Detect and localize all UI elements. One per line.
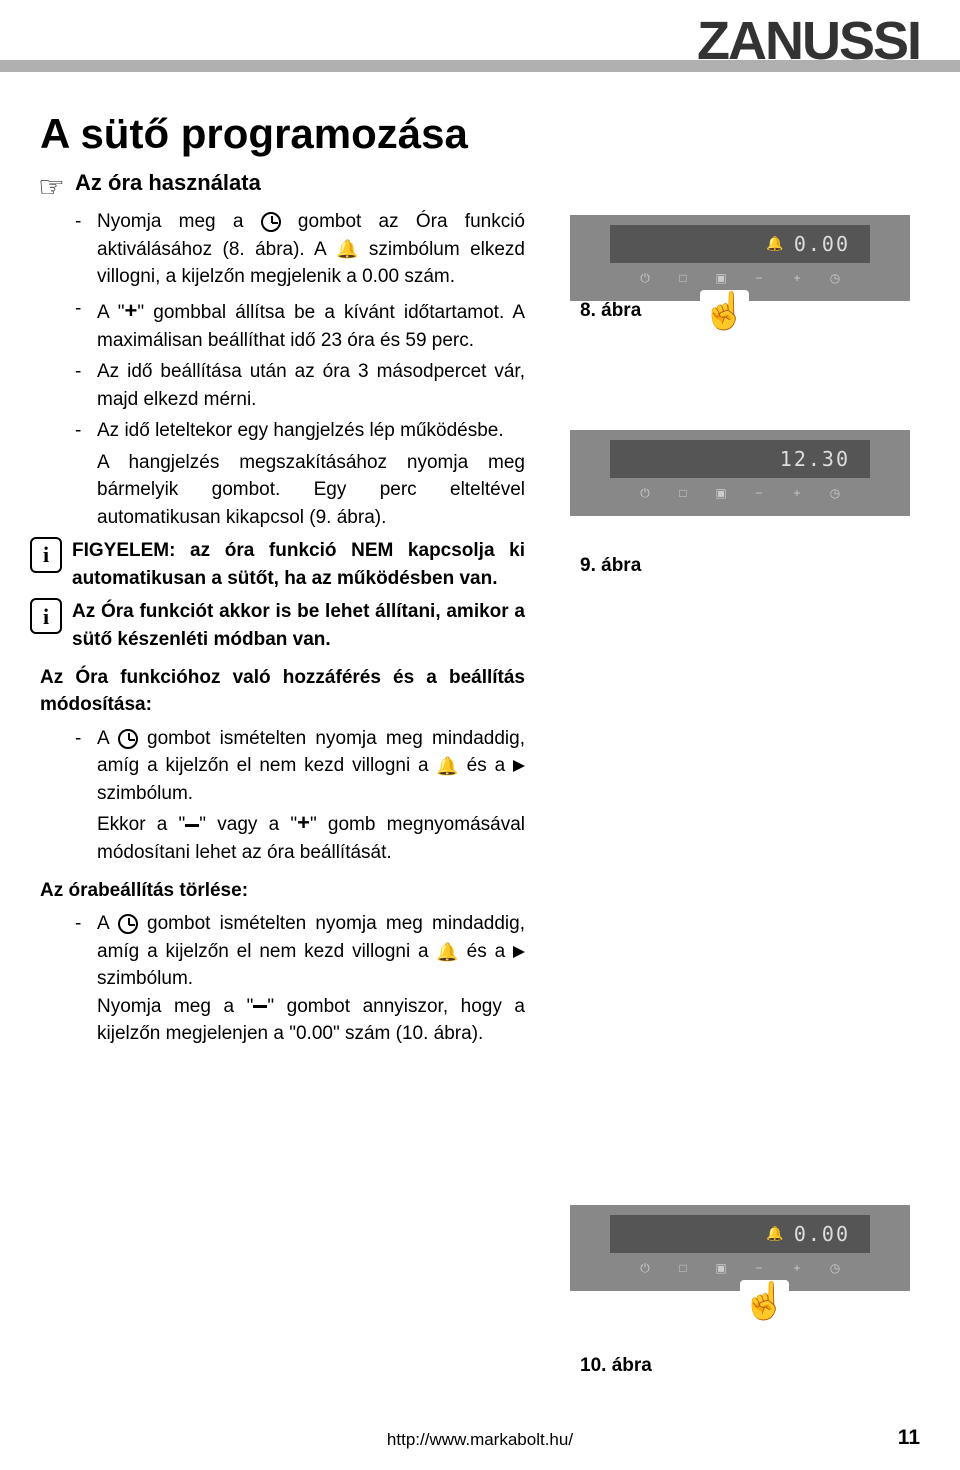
figure-caption-10: 10. ábra [580,1355,652,1377]
panel-buttons: ⏻ □ ▣ − + ◷ [570,1261,910,1275]
bell-icon: 🔔 [436,753,458,779]
panel-btn-clock: ◷ [828,1261,842,1275]
text: és a [459,941,513,962]
minus-icon [185,824,199,827]
text: Nyomja meg a " [97,996,253,1017]
pointing-finger-icon: ☝ [740,1280,789,1322]
panel-btn-minus: − [752,1261,766,1275]
bell-small-icon: 🔔 [766,1226,785,1242]
text: szimbólum. [97,968,193,989]
clock-icon [118,914,138,934]
text: A " [97,302,125,323]
panel-btn-minus: − [752,486,766,500]
page-number: 11 [898,1426,920,1450]
panel-btn-power: ⏻ [638,1261,652,1275]
display-panel-8: 🔔 0.00 ⏻ □ ▣ − + ◷ [570,215,910,301]
pointing-finger-icon: ☝ [700,290,749,332]
panel-btn-stop: □ [676,1261,690,1275]
text: Az idő leteltekor egy hangjelzés lép műk… [97,417,504,445]
plus-icon: + [297,810,310,835]
text: A [97,728,118,749]
bell-icon: 🔔 [336,236,358,262]
body-text: - Nyomja meg a gombot az Óra funkció akt… [75,208,525,1048]
warning-text: FIGYELEM: az óra funkció NEM kapcsolja k… [72,537,525,592]
play-icon [513,946,525,958]
figure-caption-8: 8. ábra [580,300,641,322]
panel-btn-clock: ◷ [828,486,842,500]
info-icon: i [30,537,62,573]
page-title: A sütő programozása [40,110,468,158]
text: Ekkor a " [97,814,185,835]
text: Az idő beállítása után az óra 3 másodper… [97,358,525,413]
bell-icon: 🔔 [436,939,458,965]
clock-icon [118,729,138,749]
text: és a [459,755,513,776]
section-heading: Az Óra funkcióhoz való hozzáférés és a b… [40,664,525,719]
bell-small-icon: 🔔 [766,236,785,252]
info-text: Az Óra funkciót akkor is be lehet állíta… [72,598,525,653]
panel-btn-menu: ▣ [714,271,728,285]
panel-btn-clock: ◷ [828,271,842,285]
text: A [97,913,118,934]
panel-display: 🔔 0.00 [610,1215,870,1253]
panel-btn-stop: □ [676,486,690,500]
text: Nyomja meg a [97,211,261,232]
clock-icon [261,212,281,232]
panel-btn-power: ⏻ [638,271,652,285]
panel-btn-plus: + [790,486,804,500]
panel-btn-menu: ▣ [714,1261,728,1275]
play-icon [513,760,525,772]
text: " vagy a " [199,814,297,835]
panel-btn-plus: + [790,1261,804,1275]
text: " gombbal állítsa be a kívánt időtartamo… [97,302,525,351]
text: A hangjelzés megszakításához nyomja meg … [97,449,525,532]
panel-display: 12.30 [610,440,870,478]
info-icon: i [30,598,62,634]
panel-buttons: ⏻ □ ▣ − + ◷ [570,271,910,285]
plus-icon: + [125,298,138,323]
panel-btn-stop: □ [676,271,690,285]
display-panel-9: 12.30 ⏻ □ ▣ − + ◷ [570,430,910,516]
display-value: 0.00 [794,232,850,256]
display-value: 0.00 [794,1222,850,1246]
footer-url: http://www.markabolt.hu/ [387,1430,573,1450]
panel-buttons: ⏻ □ ▣ − + ◷ [570,486,910,500]
panel-btn-plus: + [790,271,804,285]
panel-display: 🔔 0.00 [610,225,870,263]
panel-btn-minus: − [752,271,766,285]
section-subtitle: Az óra használata [75,170,525,196]
figure-caption-9: 9. ábra [580,555,641,577]
minus-icon [253,1005,267,1008]
section-heading: Az órabeállítás törlése: [40,877,525,905]
panel-btn-power: ⏻ [638,486,652,500]
content-column: Az óra használata - Nyomja meg a gombot … [75,170,525,1052]
text: szimbólum. [97,783,193,804]
display-panel-10: 🔔 0.00 ⏻ □ ▣ − + ◷ [570,1205,910,1291]
pointing-hand-icon: ☞ [38,170,65,205]
panel-btn-menu: ▣ [714,486,728,500]
brand-logo: ZANUSSI [697,10,920,72]
display-value: 12.30 [780,447,850,471]
